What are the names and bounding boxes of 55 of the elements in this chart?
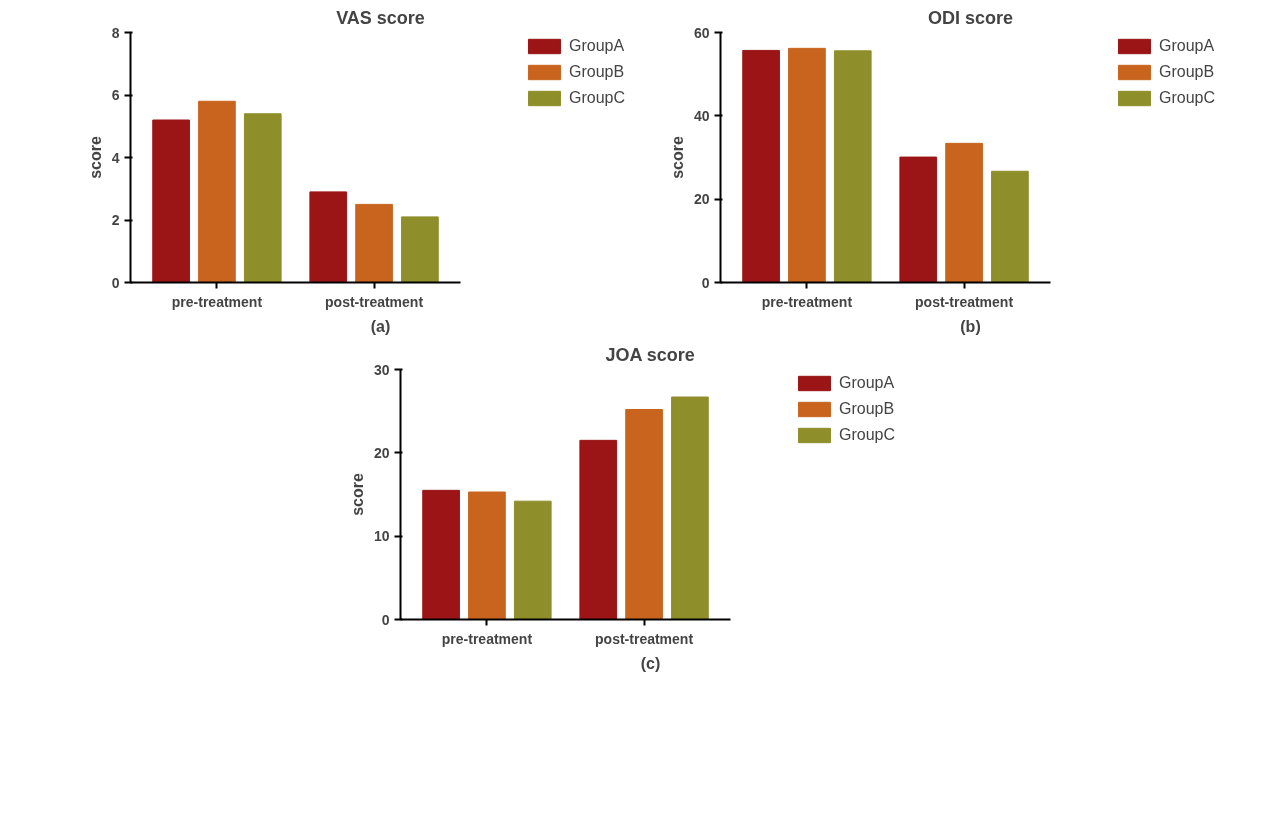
legend-label: GroupB <box>1158 63 1215 81</box>
y-tick-label: 30 <box>373 361 390 378</box>
bar <box>579 439 618 620</box>
x-tick-label: pre-treatment <box>761 293 853 310</box>
y-tick-label: 60 <box>693 24 710 41</box>
bar <box>788 47 826 283</box>
x-tick-label: post-treatment <box>325 293 424 310</box>
x-tick-label: pre-treatment <box>441 630 533 647</box>
legend-label: GroupA <box>838 374 895 392</box>
bar <box>625 409 663 620</box>
bar <box>513 500 552 620</box>
y-tick-label: 0 <box>111 274 120 291</box>
bar <box>991 170 1029 283</box>
legend-label: GroupA <box>1158 37 1215 55</box>
x-tick-label: pre-treatment <box>171 293 263 310</box>
y-tick-label: 2 <box>111 212 120 228</box>
chart-title: VAS score <box>336 7 425 28</box>
bar <box>833 50 872 283</box>
y-tick-label: 10 <box>373 528 390 545</box>
bar <box>401 216 439 283</box>
legend-label: GroupC <box>838 426 895 444</box>
x-axis-title: (a) <box>370 317 391 335</box>
y-tick-label: 6 <box>111 87 120 103</box>
chart-title: JOA score <box>605 344 695 365</box>
legend-label: GroupA <box>568 37 625 55</box>
legend-label: GroupC <box>568 89 625 107</box>
y-tick-label: 4 <box>111 149 120 166</box>
x-axis-title: (c) <box>640 654 661 672</box>
bar <box>309 191 348 283</box>
bar <box>945 142 983 283</box>
bar <box>899 156 938 283</box>
bar <box>671 396 709 620</box>
legend-label: GroupB <box>838 400 895 418</box>
y-tick-label: 0 <box>701 274 710 291</box>
y-tick-label: 40 <box>693 107 710 124</box>
y-tick-label: 20 <box>373 444 390 461</box>
x-tick-label: post-treatment <box>915 293 1014 310</box>
y-axis-title: score <box>348 473 366 516</box>
y-axis-title: score <box>668 136 686 179</box>
bar <box>468 491 506 620</box>
y-tick-label: 0 <box>381 611 390 628</box>
y-axis-title: score <box>86 136 104 179</box>
y-tick-label: 8 <box>111 24 120 41</box>
x-tick-label: post-treatment <box>595 630 694 647</box>
bar <box>422 489 460 620</box>
chart-title: ODI score <box>927 7 1014 28</box>
bar <box>243 113 282 283</box>
legend-label: GroupC <box>1158 89 1215 107</box>
bar <box>742 49 780 283</box>
x-axis-title: (b) <box>960 317 981 335</box>
bar <box>152 119 190 283</box>
y-tick-label: 20 <box>693 191 710 208</box>
bar <box>198 100 236 283</box>
legend-label: GroupB <box>568 63 625 81</box>
bar <box>355 203 393 283</box>
